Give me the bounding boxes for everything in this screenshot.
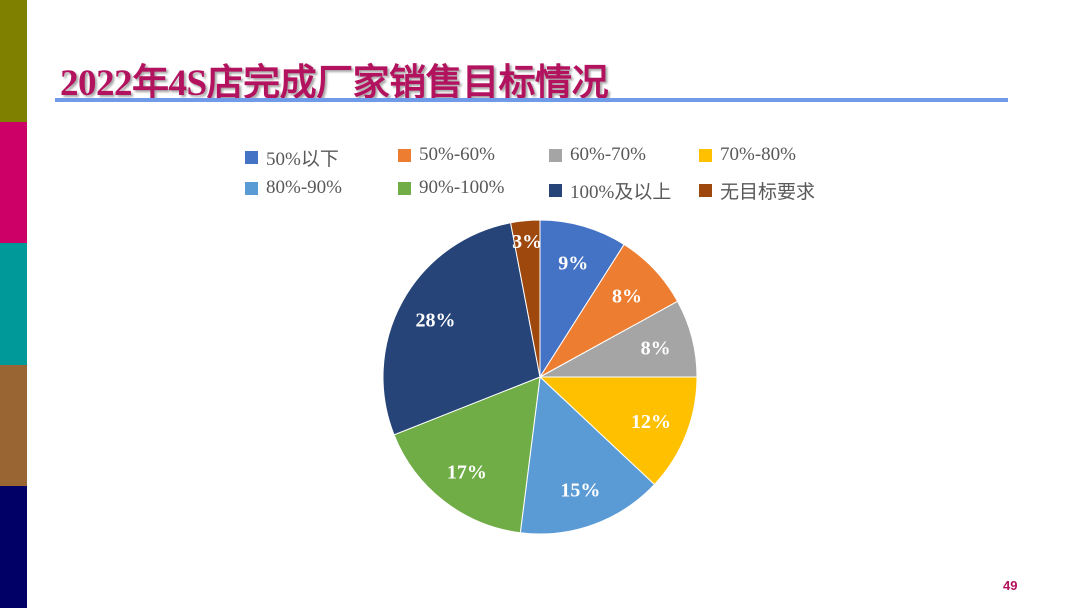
data-label: 12% — [631, 411, 671, 433]
pie-slice — [519, 375, 656, 535]
data-label: 8% — [612, 285, 642, 307]
data-label: 3% — [512, 231, 542, 253]
data-label: 8% — [641, 337, 671, 359]
legend-swatch — [699, 184, 712, 197]
legend-swatch — [549, 148, 562, 162]
sidebar-bar — [0, 243, 27, 366]
slide-title: 2022年4S店完成厂家销售目标情况 — [60, 63, 609, 104]
pie-slice — [509, 219, 541, 378]
legend-label: 60%-70% — [570, 144, 646, 165]
legend-label: 70%-80% — [720, 144, 796, 165]
legend-swatch — [398, 181, 411, 195]
legend-swatch — [245, 181, 258, 195]
pie-slice — [382, 222, 541, 436]
sidebar-bar — [0, 364, 27, 487]
legend-label: 80%-90% — [266, 177, 342, 198]
data-label: 28% — [415, 310, 455, 332]
legend-label: 90%-100% — [419, 177, 505, 198]
sidebar-bar — [0, 486, 27, 608]
legend-item: 100%及以上 — [549, 177, 671, 204]
legend-label: 50%以下 — [266, 149, 339, 170]
data-label: 15% — [560, 479, 600, 501]
legend-label: 无目标要求 — [720, 182, 816, 203]
legend-label: 100%及以上 — [570, 182, 672, 203]
page-number: 49 — [1003, 578, 1018, 593]
pie-slice — [539, 219, 625, 379]
legend-item: 50%-60% — [398, 144, 495, 166]
pie-slice — [538, 376, 698, 486]
sidebar-bar — [0, 0, 27, 122]
legend-swatch — [398, 148, 411, 162]
legend-item: 90%-100% — [398, 177, 504, 199]
legend-swatch — [245, 151, 258, 164]
data-label: 17% — [447, 461, 487, 483]
legend-item: 50%以下 — [245, 144, 339, 171]
data-label: 9% — [558, 252, 588, 274]
legend-label: 50%-60% — [419, 144, 495, 165]
title-divider — [55, 98, 1008, 102]
legend-item: 80%-90% — [245, 177, 342, 199]
sidebar-bar — [0, 121, 27, 244]
legend-swatch — [549, 184, 562, 197]
legend-swatch — [699, 148, 712, 162]
legend-item: 60%-70% — [549, 144, 646, 166]
legend-item: 70%-80% — [699, 144, 796, 166]
legend-item: 无目标要求 — [699, 177, 815, 204]
pie-slice — [393, 376, 541, 534]
